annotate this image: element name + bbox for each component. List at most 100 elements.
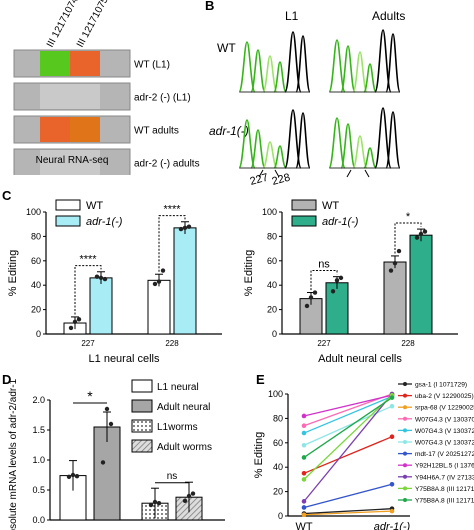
legend-swatch bbox=[131, 379, 153, 393]
position-tick bbox=[258, 169, 264, 178]
peak-trace bbox=[340, 123, 356, 169]
data-point bbox=[98, 275, 104, 281]
y-axis-label: % Editing bbox=[243, 250, 255, 296]
legend-label: adr-1(-) bbox=[86, 216, 123, 228]
y-tick-label: 20 bbox=[273, 487, 283, 497]
data-point bbox=[102, 276, 108, 282]
peak-trace bbox=[328, 39, 346, 93]
x-tick-label: WT bbox=[295, 521, 312, 530]
series-point bbox=[301, 413, 307, 419]
legend-swatch bbox=[55, 199, 81, 211]
bar bbox=[89, 277, 113, 335]
legend-marker bbox=[403, 451, 407, 456]
y-tick-label: 80 bbox=[273, 413, 283, 423]
legend-label: L1worms bbox=[157, 422, 198, 433]
significance-label: ns bbox=[318, 259, 330, 271]
legend-label: Adult worms bbox=[157, 442, 212, 453]
row-label: adr-1(-) bbox=[209, 124, 249, 138]
chromatogram-adr1-l1 bbox=[238, 109, 311, 169]
row-label: WT adults bbox=[134, 126, 179, 137]
peak-trace bbox=[250, 49, 266, 93]
row-label: adr-2 (-) adults bbox=[134, 159, 200, 170]
y-axis-label: % Editing bbox=[253, 432, 265, 478]
data-point bbox=[68, 325, 74, 331]
legend-label: adr-1(-) bbox=[322, 216, 359, 228]
x-tick-label: 228 bbox=[165, 339, 179, 348]
legend-marker bbox=[403, 440, 407, 444]
peak-trace bbox=[250, 129, 266, 169]
y-tick-label: 60 bbox=[267, 256, 277, 266]
series-point bbox=[301, 442, 307, 448]
legend-label: WT bbox=[322, 200, 339, 212]
legend-label: W07G4.3 (V 13037084) bbox=[415, 416, 474, 423]
y-axis-label: % Editing bbox=[7, 250, 19, 296]
data-point bbox=[304, 303, 310, 309]
series-line bbox=[303, 394, 393, 417]
series-line bbox=[303, 393, 393, 502]
data-point bbox=[186, 493, 192, 499]
data-point bbox=[422, 229, 428, 234]
significance-bracket bbox=[158, 215, 186, 272]
data-point bbox=[76, 317, 82, 322]
peak-trace bbox=[385, 111, 401, 169]
data-point bbox=[186, 224, 192, 229]
peak-trace bbox=[363, 147, 377, 169]
significance-bracket bbox=[394, 222, 422, 254]
bar bbox=[325, 282, 349, 335]
heatmap-cell bbox=[40, 51, 70, 76]
data-point bbox=[152, 281, 158, 287]
y-tick-label: 0.5 bbox=[32, 485, 45, 495]
series-point bbox=[389, 434, 395, 439]
heatmap-cell bbox=[70, 51, 100, 76]
y-tick-label: 40 bbox=[273, 462, 283, 472]
legend-marker bbox=[403, 382, 407, 386]
data-point bbox=[148, 502, 154, 508]
data-point bbox=[388, 268, 394, 273]
y-tick-label: 0 bbox=[278, 511, 283, 521]
data-point bbox=[182, 498, 188, 503]
y-tick-label: 2.0 bbox=[32, 395, 45, 405]
y-axis-label: Absolute mRNA levels of adr-2/adr-1 bbox=[8, 378, 19, 530]
peak-trace bbox=[273, 61, 287, 93]
data-point bbox=[182, 225, 188, 231]
position-label: III 12171075 bbox=[75, 0, 111, 49]
heatmap-cell bbox=[70, 117, 100, 142]
column-label: L1 bbox=[285, 9, 299, 23]
legend-label: Y75B8A.8 (III 12171074) bbox=[415, 498, 474, 505]
panel-e-chart: 0 20 40 60 80 100 % Editing WT adr-1(-) gsa-1 (I … bbox=[253, 382, 474, 530]
peak-trace bbox=[238, 41, 256, 93]
legend-label: W07G4.3 (V 13037228) bbox=[415, 428, 474, 435]
y-tick-label: 60 bbox=[273, 438, 283, 448]
legend-label: WT bbox=[86, 200, 103, 212]
legend-swatch bbox=[291, 199, 317, 211]
legend-swatch bbox=[131, 399, 153, 413]
series-point bbox=[301, 430, 307, 436]
bar bbox=[409, 234, 433, 335]
panel-d-label: D bbox=[2, 372, 12, 387]
heatmap-cell bbox=[40, 150, 70, 175]
data-point bbox=[72, 319, 78, 324]
legend-swatch bbox=[55, 215, 81, 227]
data-point bbox=[108, 421, 114, 427]
panel-c-label: C bbox=[2, 188, 12, 203]
panel-a: III 12171074 III 12171075 WT (L1) adr-2 (-)… bbox=[0, 0, 200, 177]
series-point bbox=[301, 499, 307, 504]
data-point bbox=[392, 261, 398, 266]
series-point bbox=[389, 481, 395, 487]
legend-label: gsa-1 (I 1071729) bbox=[415, 382, 467, 389]
panel-b-chromatograms: L1 Adults WT adr-1(-) 227 228 bbox=[209, 9, 405, 188]
y-tick-label: 1.5 bbox=[32, 425, 45, 435]
position-tick bbox=[364, 169, 370, 178]
row-label: WT (L1) bbox=[134, 60, 170, 71]
heatmap-cell bbox=[40, 84, 70, 109]
series-line bbox=[303, 508, 393, 515]
peak-trace bbox=[340, 45, 356, 93]
row-label: adr-2 (-) (L1) bbox=[134, 93, 191, 104]
series-line bbox=[303, 483, 393, 509]
row-label: WT bbox=[217, 41, 236, 55]
data-point bbox=[178, 226, 184, 232]
data-point bbox=[66, 474, 72, 479]
bar bbox=[93, 426, 121, 521]
data-point bbox=[190, 491, 196, 496]
